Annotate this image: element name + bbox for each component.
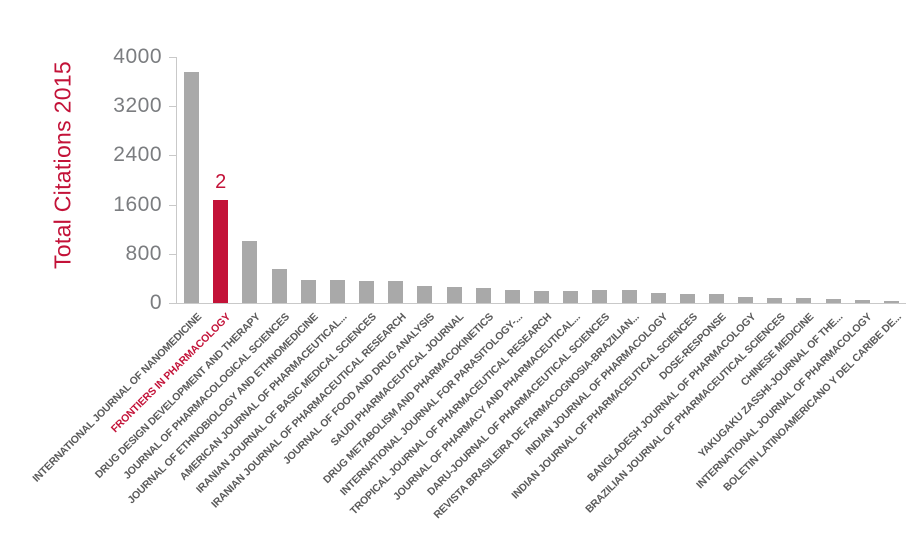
bar <box>738 296 754 303</box>
bar <box>854 299 870 303</box>
bar <box>679 293 695 303</box>
y-axis-line <box>176 57 177 304</box>
bar <box>563 291 579 303</box>
y-tick-label: 800 <box>125 241 162 265</box>
bar <box>300 279 316 303</box>
y-tick-label: 0 <box>149 291 162 314</box>
y-axis-title: Total Citations 2015 <box>49 60 76 270</box>
bar <box>184 72 200 303</box>
highlight-rank-label: 2 <box>215 171 227 194</box>
bar <box>767 297 783 303</box>
y-tick-label: 2400 <box>113 143 162 167</box>
y-tick-mark <box>169 204 177 206</box>
plot-area: 2 <box>177 57 906 303</box>
bar <box>417 286 433 303</box>
bar <box>592 290 608 303</box>
x-axis-line <box>177 303 906 304</box>
bar <box>504 289 520 303</box>
y-tick-mark <box>169 253 177 255</box>
bar-highlight <box>213 200 229 303</box>
bar <box>621 289 637 303</box>
y-tick-mark <box>169 303 177 304</box>
bar <box>796 297 812 303</box>
y-tick-mark <box>169 155 177 157</box>
y-tick-label: 1600 <box>113 192 162 216</box>
bar <box>271 269 287 303</box>
y-tick-mark <box>169 57 177 58</box>
bar <box>825 299 841 303</box>
y-tick-mark <box>169 106 177 108</box>
bar <box>446 287 462 303</box>
bar <box>242 240 258 303</box>
y-tick-label: 4000 <box>113 45 162 68</box>
bar <box>534 290 549 303</box>
bar <box>388 280 404 303</box>
bar <box>883 301 899 303</box>
bar <box>329 280 345 303</box>
bar <box>650 292 666 303</box>
bar <box>359 280 374 303</box>
bar <box>709 294 724 303</box>
bar <box>475 287 491 303</box>
y-tick-label: 3200 <box>113 94 162 118</box>
